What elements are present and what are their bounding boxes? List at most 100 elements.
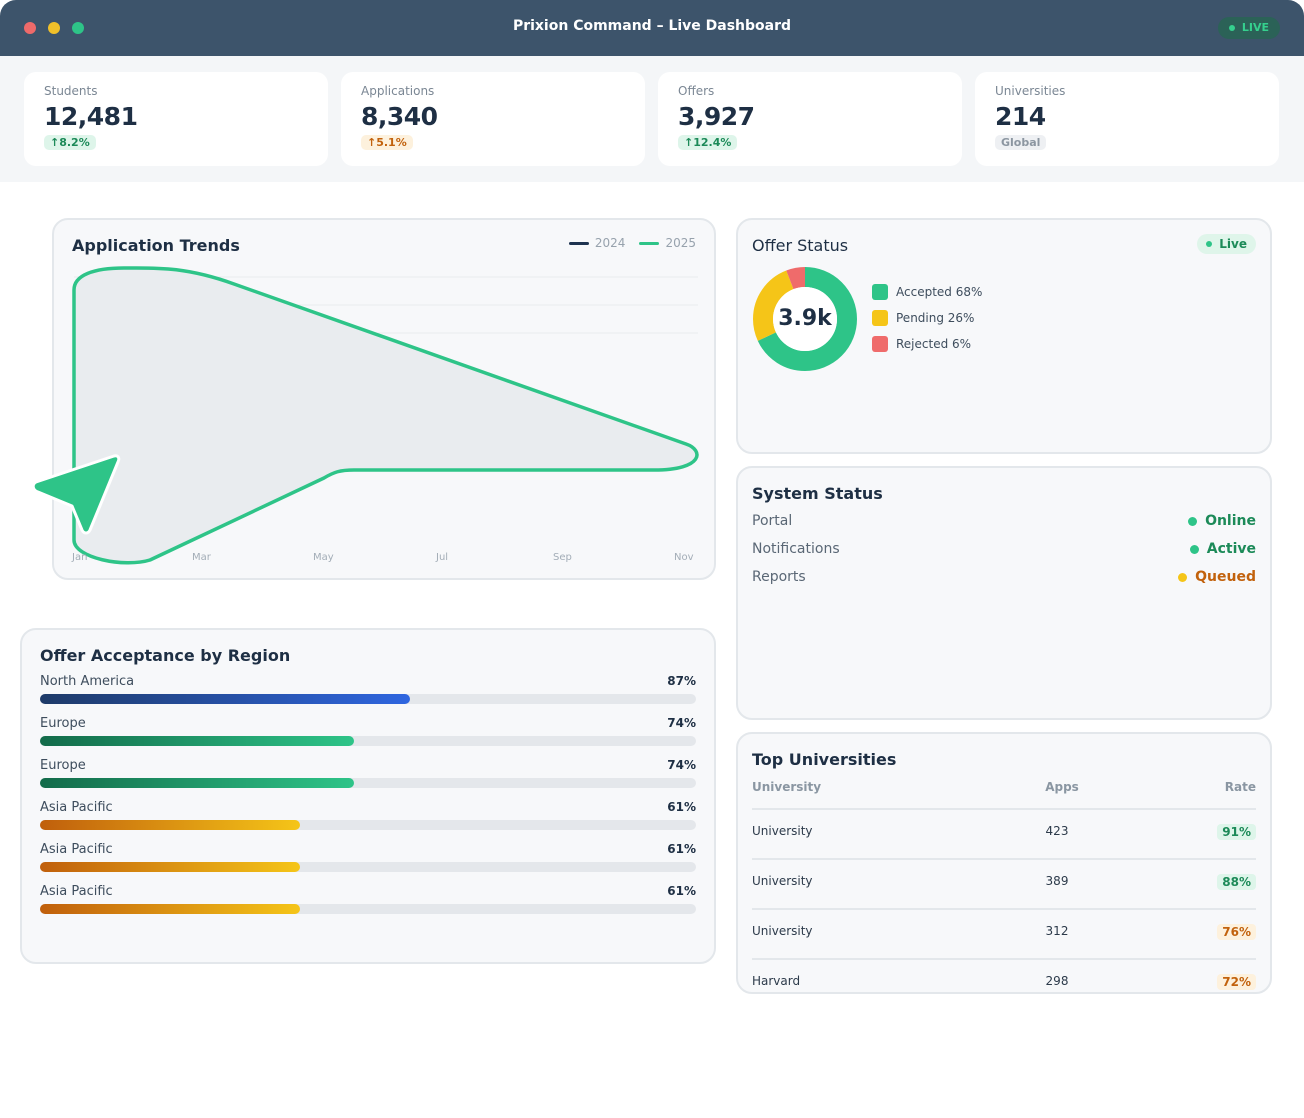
region-row[interactable]: Europe 74% bbox=[40, 716, 696, 756]
card-title: Application Trends bbox=[72, 236, 240, 255]
legend-swatch bbox=[872, 336, 888, 352]
card-title: Offer Status bbox=[752, 236, 849, 255]
pointer-cursor-icon bbox=[31, 454, 121, 535]
stat-card-applications[interactable]: Applications 8,340 ↑5.1% bbox=[341, 72, 645, 166]
table-row[interactable]: University 312 76% bbox=[752, 908, 1256, 958]
legend-item-pending[interactable]: Pending 26% bbox=[872, 310, 974, 326]
system-name: Portal bbox=[752, 513, 793, 529]
system-state: Online bbox=[1188, 513, 1256, 529]
region-row[interactable]: Europe 74% bbox=[40, 758, 696, 798]
progress-fill bbox=[40, 778, 355, 788]
university-rate-badge: 88% bbox=[1217, 874, 1256, 890]
university-rate-badge: 76% bbox=[1217, 924, 1256, 940]
minimize-window-button[interactable] bbox=[48, 22, 60, 34]
table-row[interactable]: University 423 91% bbox=[752, 808, 1256, 858]
stat-change-badge: ↑8.2% bbox=[44, 135, 96, 150]
maximize-window-button[interactable] bbox=[72, 22, 84, 34]
region-name: Asia Pacific bbox=[40, 884, 113, 899]
stat-card-students[interactable]: Students 12,481 ↑8.2% bbox=[24, 72, 328, 166]
stat-scope-badge: Global bbox=[995, 135, 1047, 150]
university-name: University bbox=[752, 874, 813, 888]
progress-fill bbox=[40, 862, 300, 872]
live-indicator: LIVE bbox=[1217, 17, 1280, 39]
region-name: Asia Pacific bbox=[40, 842, 113, 857]
close-window-button[interactable] bbox=[24, 22, 36, 34]
live-status-badge: Live bbox=[1197, 234, 1256, 254]
chart-legend: 2024 2025 bbox=[568, 236, 696, 250]
trends-chart bbox=[72, 266, 699, 565]
legend-label: 2024 bbox=[594, 236, 626, 250]
stat-value: 214 bbox=[995, 102, 1046, 131]
window-title: Prixion Command – Live Dashboard bbox=[512, 18, 792, 34]
status-dot-icon bbox=[1188, 516, 1198, 526]
progress-fill bbox=[40, 736, 355, 746]
stats-band: Students 12,481 ↑8.2% Applications 8,340… bbox=[0, 56, 1304, 182]
university-name: University bbox=[752, 924, 813, 938]
progress-fill bbox=[40, 820, 300, 830]
table-row[interactable]: University 389 88% bbox=[752, 858, 1256, 908]
region-name: Europe bbox=[40, 716, 86, 731]
university-apps: 312 bbox=[1045, 924, 1069, 938]
system-name: Reports bbox=[752, 569, 806, 585]
progress-track bbox=[40, 820, 696, 830]
stat-label: Applications bbox=[361, 84, 435, 98]
system-row-notifications: Notifications Active bbox=[752, 541, 1256, 561]
region-name: Europe bbox=[40, 758, 86, 773]
donut-hole bbox=[773, 287, 837, 351]
card-title: Top Universities bbox=[752, 750, 897, 769]
university-apps: 298 bbox=[1045, 974, 1069, 988]
application-trends-card: Application Trends 2024 2025 Jan Mar May… bbox=[52, 218, 716, 580]
stat-change-badge: ↑12.4% bbox=[678, 135, 738, 150]
card-title: Offer Acceptance by Region bbox=[40, 646, 291, 665]
x-tick-label: Jul bbox=[436, 552, 449, 563]
region-row[interactable]: Asia Pacific 61% bbox=[40, 842, 696, 882]
university-apps: 389 bbox=[1045, 874, 1069, 888]
title-bar: Prixion Command – Live Dashboard LIVE bbox=[0, 0, 1304, 56]
legend-item-2025[interactable]: 2025 bbox=[639, 236, 696, 250]
region-row[interactable]: North America 87% bbox=[40, 674, 696, 714]
progress-fill bbox=[40, 904, 300, 914]
donut-segment-rejected[interactable] bbox=[753, 267, 857, 371]
region-percent: 87% bbox=[667, 674, 696, 688]
trend-area-2025[interactable] bbox=[72, 266, 699, 565]
stat-value: 3,927 bbox=[678, 102, 755, 131]
column-header-university[interactable]: University bbox=[752, 780, 822, 794]
legend-label: Rejected 6% bbox=[896, 337, 972, 351]
offer-status-donut bbox=[753, 267, 857, 371]
system-status-card: System Status Portal Online Notification… bbox=[736, 466, 1272, 720]
system-state-label: Online bbox=[1205, 513, 1256, 529]
progress-track bbox=[40, 778, 696, 788]
region-percent: 74% bbox=[667, 758, 696, 772]
region-percent: 61% bbox=[667, 884, 696, 898]
region-row[interactable]: Asia Pacific 61% bbox=[40, 800, 696, 840]
legend-swatch bbox=[872, 284, 888, 300]
system-row-reports: Reports Queued bbox=[752, 569, 1256, 589]
progress-track bbox=[40, 862, 696, 872]
legend-item-2024[interactable]: 2024 bbox=[568, 236, 626, 250]
status-dot-icon bbox=[1178, 572, 1188, 582]
stat-card-universities[interactable]: Universities 214 Global bbox=[975, 72, 1279, 166]
system-row-portal: Portal Online bbox=[752, 513, 1256, 533]
legend-item-rejected[interactable]: Rejected 6% bbox=[872, 336, 971, 352]
donut-segment-pending[interactable] bbox=[753, 267, 857, 371]
region-percent: 61% bbox=[667, 842, 696, 856]
column-header-apps[interactable]: Apps bbox=[1045, 780, 1079, 794]
stat-card-offers[interactable]: Offers 3,927 ↑12.4% bbox=[658, 72, 962, 166]
table-row[interactable]: Harvard 298 72% bbox=[752, 958, 1256, 992]
status-dot-icon bbox=[1189, 544, 1199, 554]
system-name: Notifications bbox=[752, 541, 840, 557]
legend-swatch bbox=[872, 310, 888, 326]
region-row[interactable]: Asia Pacific 61% bbox=[40, 884, 696, 924]
column-header-rate[interactable]: Rate bbox=[1224, 780, 1256, 794]
stat-value: 12,481 bbox=[44, 102, 138, 131]
university-rate-badge: 91% bbox=[1217, 824, 1256, 840]
stat-value: 8,340 bbox=[361, 102, 438, 131]
legend-item-accepted[interactable]: Accepted 68% bbox=[872, 284, 982, 300]
university-name: Harvard bbox=[752, 974, 801, 988]
university-apps: 423 bbox=[1045, 824, 1069, 838]
region-percent: 74% bbox=[667, 716, 696, 730]
system-state: Active bbox=[1189, 541, 1256, 557]
region-name: Asia Pacific bbox=[40, 800, 113, 815]
region-acceptance-card: Offer Acceptance by Region North America… bbox=[20, 628, 716, 964]
system-state-label: Queued bbox=[1195, 569, 1256, 585]
